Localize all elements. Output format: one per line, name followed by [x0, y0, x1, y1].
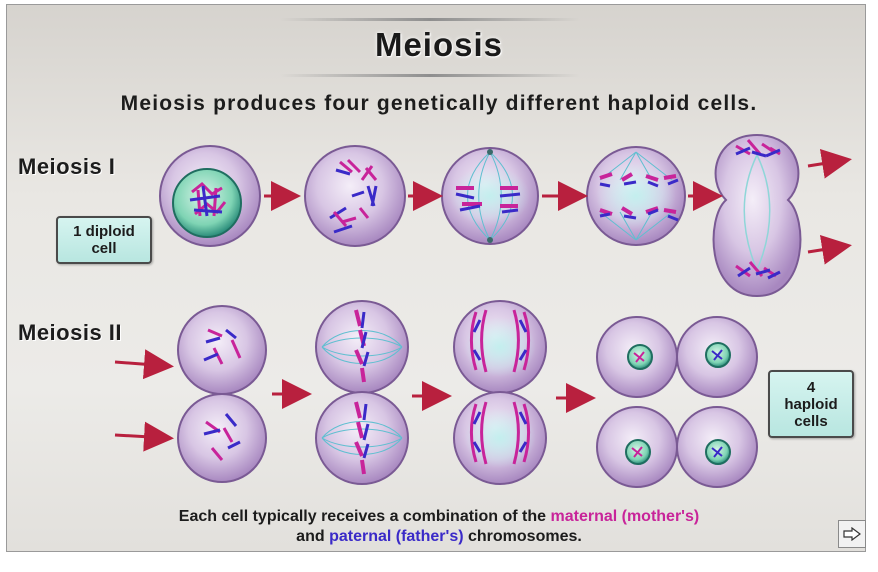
cell-prophase-2-bottom	[177, 393, 267, 483]
meiosis-1-arrows	[264, 148, 852, 265]
haploid-cell-4	[676, 406, 758, 488]
page-title: Meiosis	[374, 26, 504, 63]
caption-line-2: and paternal (father's) chromosomes.	[0, 528, 878, 546]
haploid-cells-label: 4 haploid cells	[768, 370, 854, 438]
title-decoration-top	[280, 18, 580, 21]
haploid-cell-3	[596, 406, 678, 488]
cell-metaphase-2-top	[315, 300, 409, 394]
meiosis-2-label: Meiosis II	[18, 320, 123, 345]
caption-line-1: Each cell typically receives a combinati…	[0, 508, 878, 526]
cell-anaphase-2-top	[453, 300, 547, 394]
haploid-line-1: 4	[806, 378, 816, 396]
caption-text-3: chromosomes.	[463, 528, 582, 545]
caption-text-1: Each cell typically receives a combinati…	[178, 508, 551, 525]
haploid-cell-1	[596, 316, 678, 398]
haploid-cell-2	[676, 316, 758, 398]
cell-telophase-1	[712, 133, 802, 298]
haploid-line-2: haploid	[784, 395, 838, 413]
diploid-line-1: 1 diploid	[73, 223, 135, 240]
arrow-8	[114, 421, 174, 452]
arrow-5	[807, 148, 852, 179]
meiosis-2-arrows	[114, 349, 596, 452]
cell-prophase-2-top	[177, 305, 267, 395]
cell-anaphase-2-bottom	[453, 391, 547, 485]
arrow-7	[114, 349, 174, 380]
title-decoration-bottom	[280, 74, 580, 77]
caption-text-2: and	[296, 528, 330, 545]
subtitle: Meiosis produces four genetically differ…	[120, 92, 758, 115]
caption-paternal: paternal (father's)	[329, 528, 464, 545]
cell-metaphase-1	[441, 147, 539, 245]
caption-maternal: maternal (mother's)	[550, 508, 700, 525]
arrow-6	[807, 234, 852, 265]
next-button[interactable]	[838, 520, 866, 548]
diploid-line-2: cell	[91, 240, 117, 257]
next-arrow-icon	[843, 527, 861, 541]
meiosis-1-label: Meiosis I	[18, 154, 116, 179]
cell-prophase-1	[159, 145, 261, 247]
haploid-line-3: cells	[794, 412, 828, 430]
diploid-cell-label: 1 diploid cell	[56, 216, 152, 264]
cell-metaphase-2-bottom	[315, 391, 409, 485]
cell-anaphase-1	[586, 146, 686, 246]
cell-prometaphase-1	[304, 145, 406, 247]
